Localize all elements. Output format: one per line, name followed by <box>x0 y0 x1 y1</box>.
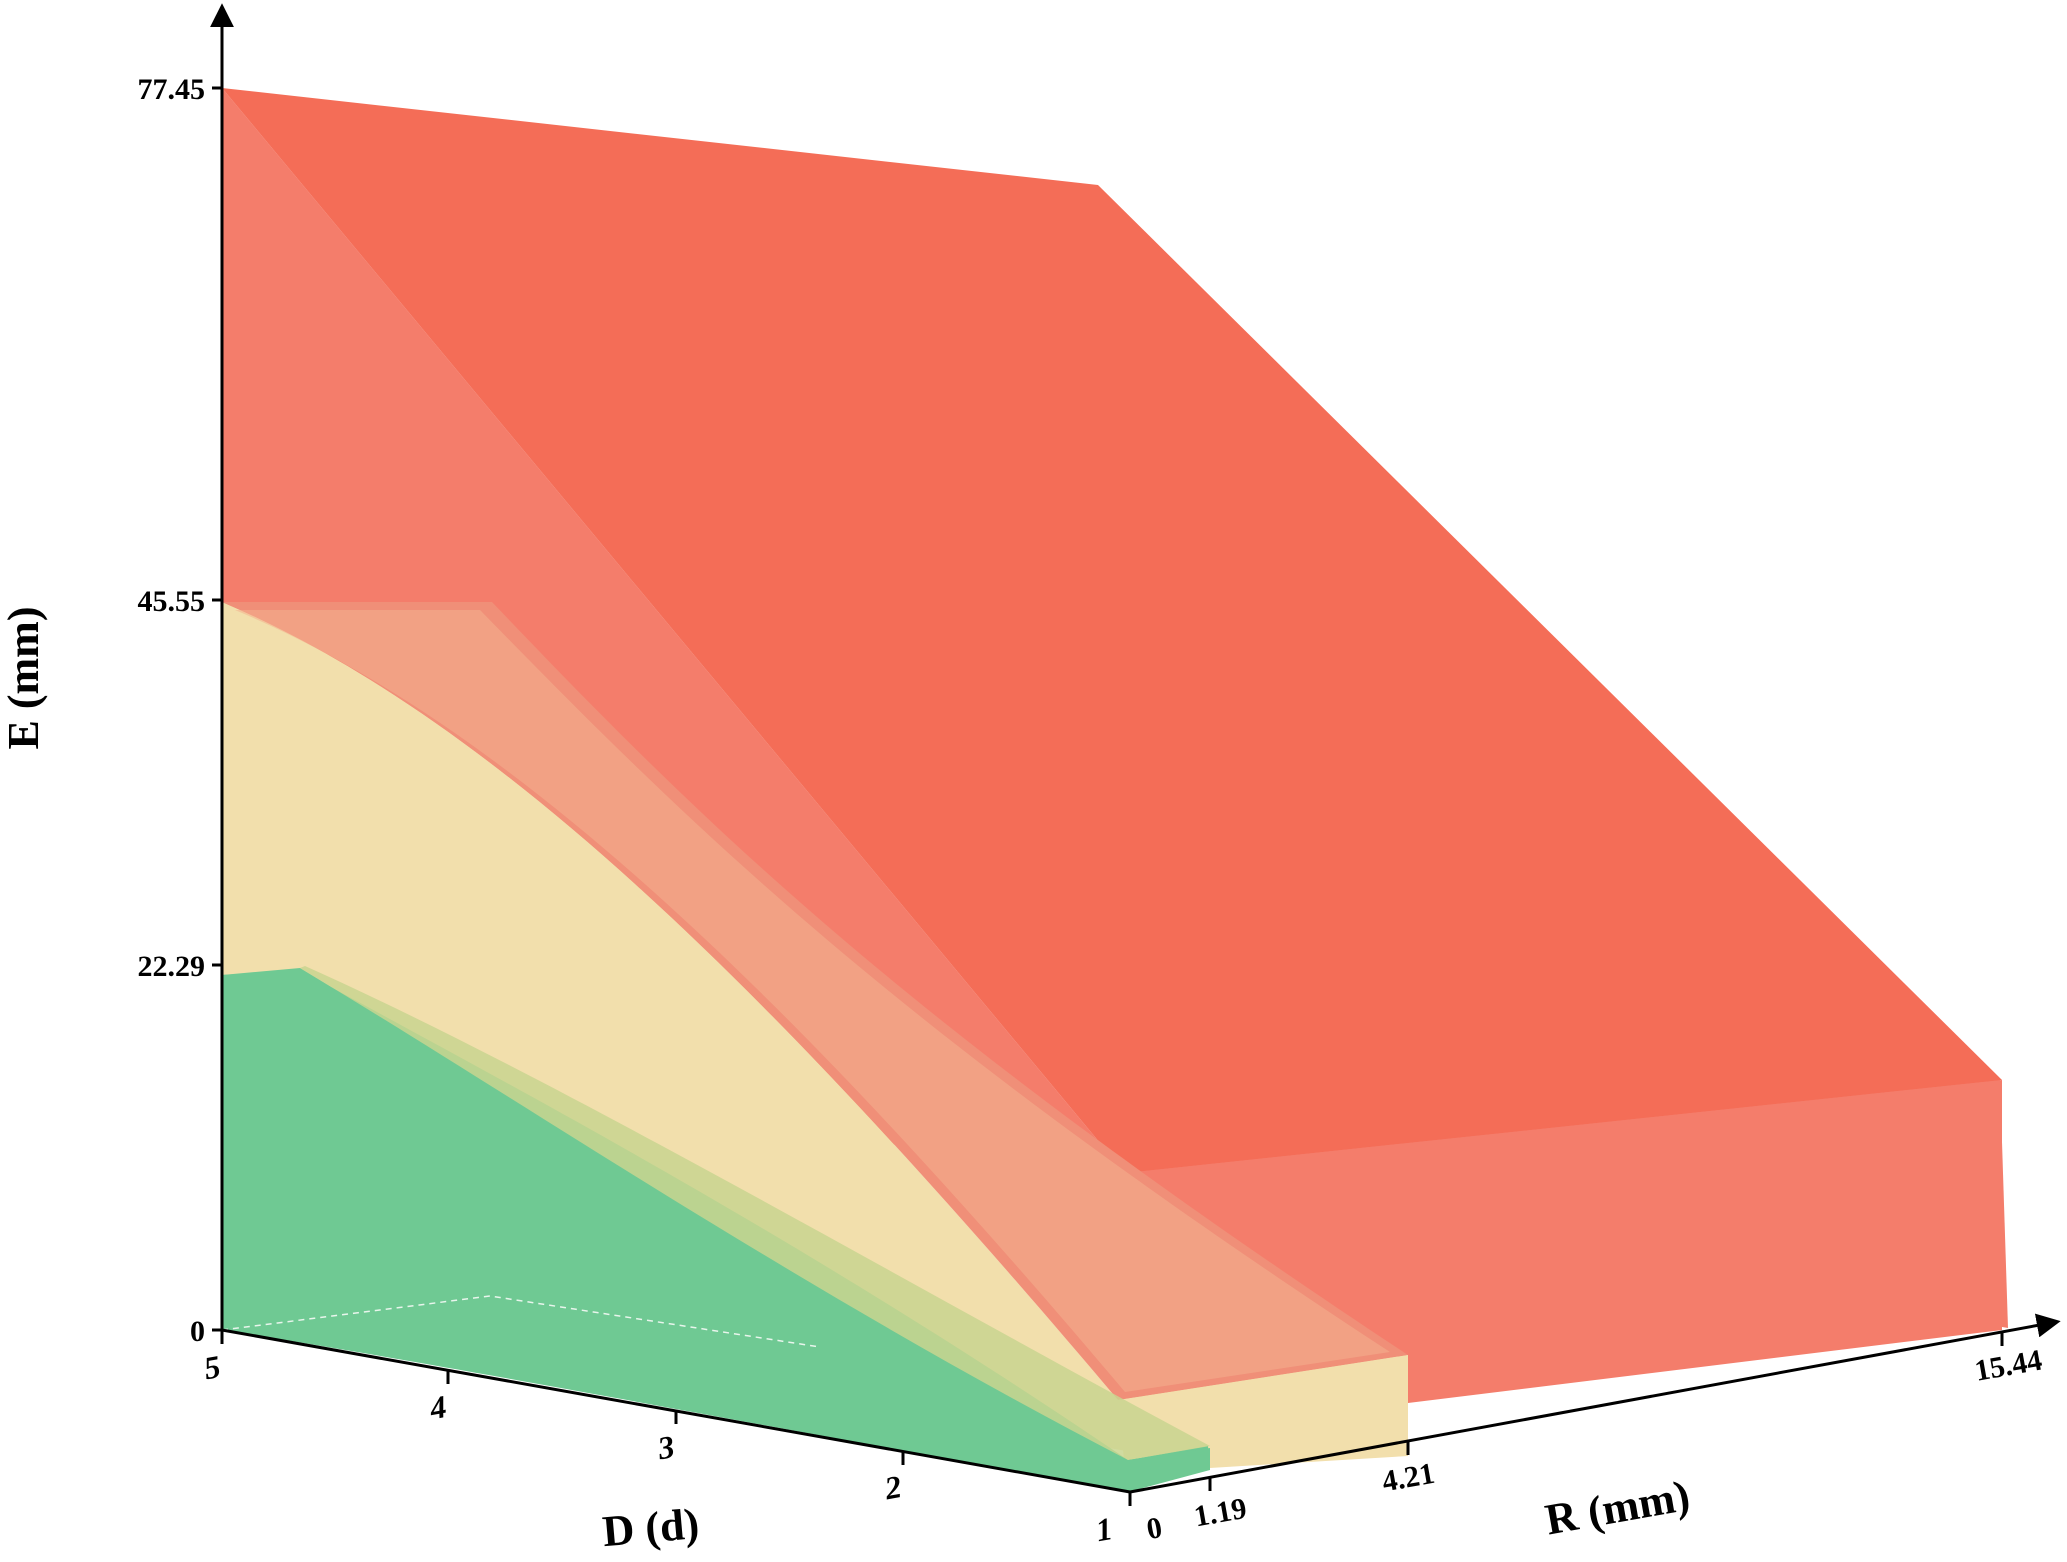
d-tick-label: 4 <box>426 1388 449 1426</box>
e-tick-label: 0 <box>190 1315 205 1348</box>
green-region-dashed-line <box>221 1295 821 1348</box>
red-region-top-surface <box>222 88 2002 1173</box>
r-axis-title: R (mm) <box>1542 1471 1694 1545</box>
r-tick-label: 15.44 <box>1972 1344 2044 1388</box>
d-tick-label: 2 <box>881 1468 904 1506</box>
d-tick-label: 1 <box>1093 1510 1115 1548</box>
e-tick-label: 45.55 <box>138 585 206 618</box>
beige-region-top-texture <box>235 610 1390 1392</box>
green-region-front-face <box>1128 1448 1210 1492</box>
axes <box>210 3 2061 1506</box>
e-tick-label: 77.45 <box>138 73 206 106</box>
d-tick-label: 3 <box>654 1428 677 1466</box>
green-region-top-texture <box>300 966 1210 1460</box>
e-axis-title: E (mm) <box>0 607 48 750</box>
d-axis-title: D (d) <box>601 1499 701 1556</box>
d-tick-labels: 5 4 3 2 1 <box>201 1348 1115 1548</box>
green-region-main <box>222 968 1128 1492</box>
d-tick-label: 5 <box>201 1348 223 1386</box>
r-tick-label: 4.21 <box>1380 1457 1437 1499</box>
e-tick-label: 22.29 <box>138 950 206 983</box>
r-tick-label: 1.19 <box>1192 1492 1249 1534</box>
region-green <box>221 966 1210 1492</box>
r-axis-line <box>1129 1313 2061 1494</box>
r-tick-label: 0 <box>1144 1511 1165 1546</box>
e-tick-labels: 77.45 45.55 22.29 0 <box>138 73 206 1348</box>
